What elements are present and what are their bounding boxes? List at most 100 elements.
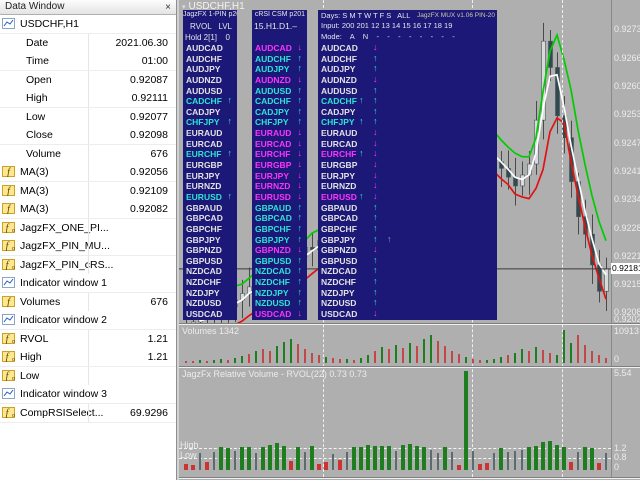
volume-bar	[255, 351, 257, 363]
up-arrow-icon: ↑	[297, 212, 303, 223]
pair-label: GBPJPY	[321, 234, 356, 245]
pair-label: EURCAD	[321, 138, 358, 149]
row-value: 1.21	[88, 348, 176, 366]
rvol-bar	[205, 461, 209, 470]
pair-row: EURCAD ↓	[318, 138, 497, 150]
rvol-bar	[451, 451, 453, 470]
volume-bar	[283, 342, 285, 363]
pair-row: GBPAUD ↑	[252, 202, 307, 214]
pair-row: NZDCAD	[183, 266, 237, 277]
row-value: 0.92077	[88, 107, 176, 126]
volume-bar	[262, 349, 264, 363]
pair-label: CADJPY	[186, 106, 221, 117]
volume-bar	[318, 355, 320, 363]
volume-bar	[444, 346, 446, 363]
rvol-bar	[541, 441, 545, 470]
pair-label: NZDUSD	[321, 298, 357, 309]
volume-bar	[556, 355, 558, 363]
down-arrow-icon: ↓	[297, 127, 303, 138]
volume-bar	[353, 360, 355, 363]
row-label: JagzFX_ONE_PI...	[20, 221, 109, 234]
pair-row: EURJPY ↓	[252, 170, 307, 182]
pair-label: GBPCAD	[186, 213, 223, 224]
up-arrow-icon: ↑	[297, 105, 303, 116]
rvol-bar	[317, 463, 321, 470]
row-value: 0.92109	[88, 181, 176, 200]
up-arrow-icon: ↑	[297, 254, 303, 265]
volume-bar	[458, 354, 460, 363]
pair-label: GBPNZD	[255, 245, 291, 256]
row-label: Low	[26, 110, 46, 123]
volume-bar	[304, 349, 306, 363]
svg-text:f: f	[7, 186, 11, 196]
pair-row: CHFJPY ↑	[183, 116, 237, 128]
pair-label: NZDCHF	[186, 277, 221, 288]
up-arrow-icon: ↑	[373, 254, 378, 265]
row-value	[88, 366, 176, 385]
pair-label: EURCHF	[321, 149, 357, 160]
volume-bar	[598, 355, 600, 363]
up-arrow-icon: ↑	[227, 116, 233, 127]
row-label: MA(3)	[20, 166, 49, 178]
rvol-bar	[373, 445, 377, 470]
rvol-low-label: Low	[180, 450, 197, 460]
volume-bar	[437, 341, 439, 363]
rvol-bar	[437, 453, 439, 470]
panel-splitter[interactable]	[177, 0, 179, 480]
rvol-bar	[275, 442, 279, 470]
rvol-bar	[296, 446, 300, 470]
up-arrow-icon: ↑	[373, 212, 378, 223]
pair-row: NZDUSD ↑	[318, 297, 497, 309]
pair-label: EURUSD	[186, 191, 222, 202]
pair-label: NZDJPY	[255, 287, 289, 298]
up-arrow-icon: ↑	[227, 148, 233, 159]
rvol-bar	[289, 461, 293, 470]
rvol-bar	[332, 453, 334, 470]
data-window-row: f o JagzFX_ONE_PI...	[0, 218, 176, 238]
volume-bar	[549, 353, 551, 363]
up-arrow-icon: ↑	[387, 233, 392, 244]
volume-bar	[192, 361, 194, 363]
volume-bar	[591, 351, 593, 363]
pair-row: EURUSD ↑ ↓	[318, 191, 497, 203]
volume-bar	[339, 359, 341, 363]
rvol-bar	[507, 452, 509, 470]
volume-bar	[241, 356, 243, 363]
close-icon[interactable]: ×	[165, 2, 171, 13]
pair-row: EURJPY	[183, 171, 237, 182]
pair-label: CADCHF	[186, 96, 222, 107]
pair-label: EURNZD	[321, 181, 357, 192]
up-arrow-icon: ↑	[373, 276, 378, 287]
pair-label: GBPAUD	[255, 202, 292, 213]
pair-row: AUDNZD ↓	[252, 74, 307, 86]
svg-text:o: o	[12, 339, 15, 344]
volume-bar	[528, 351, 530, 363]
pair-label: AUDCHF	[186, 53, 222, 64]
pair-label: AUDUSD	[321, 85, 358, 96]
pair-label: EURCAD	[186, 138, 223, 149]
up-arrow-icon: ↑	[373, 116, 378, 127]
pair-row: USDCAD	[183, 309, 237, 320]
svg-text:f: f	[6, 408, 10, 418]
pair-label: NZDCAD	[186, 266, 222, 277]
data-window-row: Time 01:00	[0, 52, 176, 71]
pair-label: NZDUSD	[186, 298, 222, 309]
pair-row: EURGBP ↓	[318, 159, 497, 171]
panel-header-days: Days: S M T W T F S ALL JagzFX MUX v1.06 …	[321, 11, 495, 20]
function-icon: f	[2, 166, 15, 178]
rvol-bar	[304, 452, 306, 470]
pair-row: GBPJPY	[183, 235, 237, 246]
volume-bar	[234, 358, 236, 363]
row-label: Time	[26, 55, 49, 67]
pair-label: CADJPY	[255, 106, 290, 117]
pair-label: EURAUD	[321, 128, 358, 139]
pair-label: CHFJPY	[321, 117, 355, 128]
rvol-bar	[401, 444, 405, 470]
data-window-row: f MA(3) 0.92109	[0, 181, 176, 201]
rvol-bar	[261, 446, 265, 470]
pair-row: AUDCAD	[183, 43, 237, 54]
